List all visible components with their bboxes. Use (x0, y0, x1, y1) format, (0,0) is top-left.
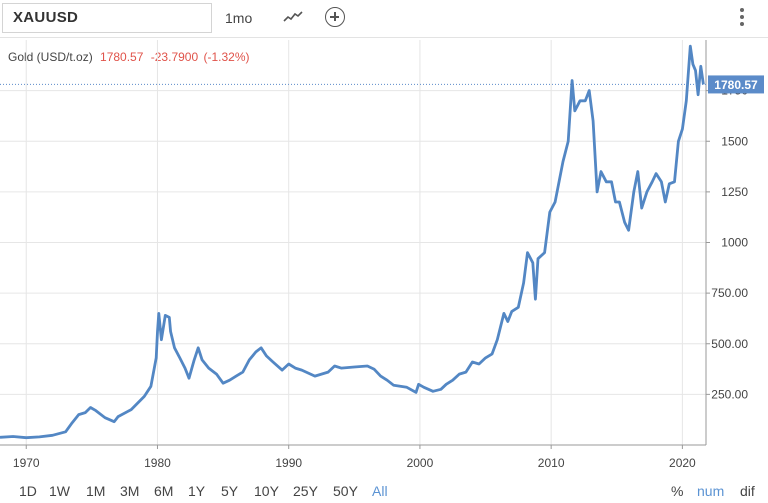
axes: 250.00500.00750.001000125015001750197019… (0, 40, 748, 470)
range-button-3m[interactable]: 3M (120, 483, 140, 499)
range-button-1m[interactable]: 1M (86, 483, 106, 499)
line-chart-icon[interactable] (282, 8, 304, 28)
gold-price-line (0, 44, 705, 440)
x-tick-label: 2020 (669, 456, 696, 470)
chart-legend: Gold (USD/t.oz) 1780.57 -23.7900 (-1.32%… (8, 50, 250, 64)
x-tick-label: 2000 (407, 456, 434, 470)
series-layer (0, 44, 705, 440)
scale-mode-num[interactable]: num (697, 483, 725, 499)
price-chart[interactable]: 250.00500.00750.001000125015001750197019… (0, 38, 768, 481)
plus-circle-icon[interactable] (325, 7, 345, 27)
range-button-1w[interactable]: 1W (49, 483, 70, 499)
legend-price: 1780.57 (100, 50, 144, 64)
scale-mode-dif[interactable]: dif (740, 483, 755, 499)
y-tick-label: 1500 (721, 134, 748, 148)
range-bar: 1D 1W 1M 3M 6M 1Y 5Y 10Y 25Y 50Y All% num dif (0, 481, 768, 503)
range-button-10y[interactable]: 10Y (254, 483, 279, 499)
range-button-50y[interactable]: 50Y (333, 483, 358, 499)
interval-selector[interactable]: 1mo (225, 10, 253, 26)
range-button-all[interactable]: All (372, 483, 388, 499)
x-tick-label: 1980 (144, 456, 171, 470)
y-tick-label: 1000 (721, 236, 748, 250)
x-tick-label: 1990 (275, 456, 302, 470)
legend-series-name: Gold (USD/t.oz) (8, 50, 93, 64)
y-tick-label: 1250 (721, 185, 748, 199)
grid (0, 40, 706, 445)
legend-change: -23.7900 (150, 50, 199, 64)
range-button-5y[interactable]: 5Y (221, 483, 239, 499)
range-button-6m[interactable]: 6M (154, 483, 174, 499)
range-button-1d[interactable]: 1D (19, 483, 37, 499)
range-button-1y[interactable]: 1Y (188, 483, 206, 499)
price-tag-layer: 1780.57 (0, 75, 764, 94)
x-tick-label: 2010 (538, 456, 565, 470)
vertical-dots-icon[interactable] (738, 8, 746, 30)
x-tick-label: 1970 (13, 456, 40, 470)
last-price-tag: 1780.57 (714, 78, 758, 92)
last-price-tag-bg (708, 75, 764, 94)
y-tick-label: 750.00 (711, 286, 748, 300)
scale-mode-percent[interactable]: % (671, 483, 684, 499)
legend-change-pct: (-1.32%) (203, 50, 250, 64)
y-tick-label: 250.00 (711, 387, 748, 401)
chart-toolbar: XAUUSD 1mo (0, 0, 768, 38)
range-button-25y[interactable]: 25Y (293, 483, 318, 499)
y-tick-label: 500.00 (711, 337, 748, 351)
symbol-input[interactable]: XAUUSD (2, 3, 212, 33)
